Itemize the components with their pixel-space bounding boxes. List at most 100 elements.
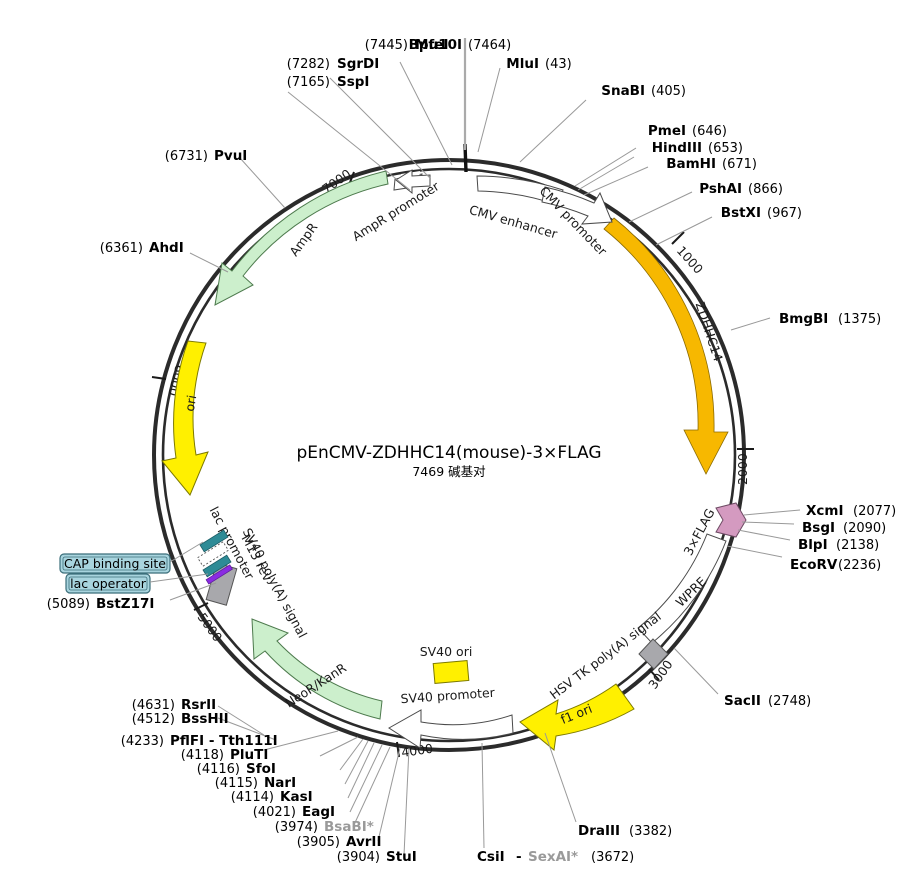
site-name-bsgI: BsgI — [802, 520, 835, 536]
callout-cap-binding-site: CAP binding site — [59, 541, 204, 574]
site-position-draIII: (3382) — [629, 824, 672, 839]
site-position-pshAI: (866) — [748, 182, 783, 197]
site-label-ahdI[interactable]: (6361) AhdI — [100, 240, 184, 256]
site-position-pmeI: (646) — [692, 124, 727, 139]
site-label-sfoI[interactable]: (4116) SfoI — [197, 761, 276, 777]
site-label-pvuI[interactable]: (6731) PvuI — [165, 148, 248, 164]
site-position-bstZ17I: (5089) — [47, 597, 90, 612]
feature-cap-binding-site — [199, 529, 229, 553]
site-label-bssHII[interactable]: (4512) BssHII — [132, 711, 229, 727]
site-name-bmgBI: BmgBI — [779, 311, 828, 327]
site-position-sfoI: (4116) — [197, 762, 240, 777]
site-position-avrII: (3905) — [297, 835, 340, 850]
callout-label-cap-binding-site: CAP binding site — [64, 556, 166, 571]
site-label-sgrDI[interactable]: (7282) SgrDI — [287, 56, 380, 72]
site-name-xcmI: XcmI — [806, 503, 844, 519]
site-position-bssHII: (4512) — [132, 712, 175, 727]
site-label-sacII[interactable]: SacII (2748) — [724, 693, 811, 709]
site-label-pmeI[interactable]: PmeI (646) — [648, 123, 727, 139]
site-label-ecoRV[interactable]: EcoRV (2236) — [790, 557, 881, 573]
plasmid-size: 7469 碱基对 — [412, 464, 485, 479]
feature-cmv-promoter: CMV promoter — [537, 183, 613, 259]
site-label-bstZ17I[interactable]: (5089) BstZ17I — [47, 596, 155, 612]
site-position-eagI: (4021) — [253, 805, 296, 820]
site-name-csiI: CsiI — [477, 849, 505, 865]
site-label-kasI[interactable]: (4114) KasI — [231, 789, 313, 805]
site-name-avrII: AvrII — [346, 834, 381, 850]
site-position-bstXI: (967) — [767, 206, 802, 221]
site-label-bmgBI[interactable]: BmgBI (1375) — [779, 311, 881, 327]
site-name-pmeI: PmeI — [648, 123, 686, 139]
site-label-rsrII[interactable]: (4631) RsrII — [132, 697, 216, 713]
site-name-pluTI: PluTI — [230, 747, 268, 763]
callout-label-lac-operator: lac operator — [70, 576, 147, 591]
site-name-rsrII: RsrII — [181, 697, 216, 713]
site-label-xcmI[interactable]: XcmI (2077) — [806, 503, 896, 519]
site-label-snaBI[interactable]: SnaBI (405) — [601, 83, 686, 99]
site-label-mfeI[interactable]: (7445) MfeI — [365, 37, 449, 53]
site-name-pflFI: PflFI - Tth111I — [170, 733, 278, 749]
site-label-csiI-sexAI[interactable]: CsiI - SexAI* (3672) — [477, 849, 634, 865]
site-name-bsaBI: BsaBI* — [324, 819, 374, 835]
site-position-hindIII: (653) — [708, 141, 743, 156]
site-separator-csiI: - — [516, 849, 522, 865]
site-label-hindIII[interactable]: HindIII (653) — [652, 140, 743, 156]
site-position-mluI: (43) — [545, 57, 572, 72]
site-position-stuI: (3904) — [337, 850, 380, 865]
site-label-pshAI[interactable]: PshAI (866) — [699, 181, 783, 197]
feature-label-sv40-ori: SV40 ori — [420, 644, 473, 659]
site-name-draIII: DraIII — [578, 823, 620, 839]
site-position-csiI: (3672) — [591, 850, 634, 865]
site-position-sspI: (7165) — [287, 75, 330, 90]
site-position-ecoRV: (2236) — [838, 558, 881, 573]
site-label-bamHI[interactable]: BamHI (671) — [666, 156, 757, 172]
feature-label-sv40-promoter: SV40 promoter — [400, 685, 496, 707]
site-label-narI[interactable]: (4115) NarI — [215, 775, 296, 791]
feature-f1-ori: f1 ori — [519, 683, 635, 751]
site-label-bpu10I[interactable]: Bpu10I (7464) — [409, 37, 512, 53]
site-name-kasI: KasI — [280, 789, 313, 805]
site-label-avrII[interactable]: (3905) AvrII — [297, 834, 382, 850]
site-label-pflFI-tth111I[interactable]: (4233) PflFI - Tth111I — [121, 733, 278, 749]
site-name-sexAI: SexAI* — [528, 849, 578, 865]
site-name-bstXI: BstXI — [721, 205, 761, 221]
feature-lac-operator — [205, 564, 233, 585]
site-label-sspI[interactable]: (7165) SspI — [287, 74, 370, 90]
site-label-mluI[interactable]: MluI (43) — [506, 56, 571, 72]
site-label-blpI[interactable]: BlpI (2138) — [798, 537, 879, 553]
feature-sv40-promoter: SV40 promoter — [388, 685, 514, 749]
site-position-blpI: (2138) — [836, 538, 879, 553]
site-name-sgrDI: SgrDI — [337, 56, 379, 72]
site-position-bmgBI: (1375) — [838, 312, 881, 327]
site-name-ahdI: AhdI — [149, 240, 184, 256]
site-label-eagI[interactable]: (4021) EagI — [253, 804, 335, 820]
site-position-mfeI: (7445) — [365, 38, 408, 53]
site-position-bamHI: (671) — [722, 157, 757, 172]
site-label-bsgI[interactable]: BsgI (2090) — [802, 520, 886, 536]
site-name-narI: NarI — [264, 775, 296, 791]
site-name-hindIII: HindIII — [652, 140, 702, 156]
site-name-mluI: MluI — [506, 56, 539, 72]
plasmid-name: pEnCMV-ZDHHC14(mouse)-3×FLAG — [296, 443, 601, 463]
site-name-bssHII: BssHII — [181, 711, 229, 727]
tick-label-2000: 2000 — [735, 453, 750, 485]
site-label-bsaBI[interactable]: (3974) BsaBI* — [275, 819, 374, 835]
site-label-pluTI[interactable]: (4118) PluTI — [181, 747, 269, 763]
feature-label-cmv-enhancer: CMV enhancer — [468, 202, 560, 242]
site-name-snaBI: SnaBI — [601, 83, 645, 99]
feature-sv40-ori: SV40 ori — [420, 644, 473, 684]
site-position-kasI: (4114) — [231, 790, 274, 805]
site-label-stuI[interactable]: (3904) StuI — [337, 849, 417, 865]
site-name-sfoI: SfoI — [246, 761, 276, 777]
site-name-bstZ17I: BstZ17I — [96, 596, 154, 612]
feature-hsv-tk-polya: HSV TK poly(A) signal — [547, 609, 669, 702]
feature-label-ori: ori — [182, 394, 200, 413]
site-name-sacII: SacII — [724, 693, 761, 709]
feature-ori: ori — [161, 340, 209, 496]
site-position-bsgI: (2090) — [843, 521, 886, 536]
site-label-bstXI[interactable]: BstXI (967) — [721, 205, 802, 221]
site-label-draIII[interactable]: DraIII (3382) — [578, 823, 672, 839]
site-name-mfeI: MfeI — [415, 37, 449, 53]
site-name-pshAI: PshAI — [699, 181, 742, 197]
